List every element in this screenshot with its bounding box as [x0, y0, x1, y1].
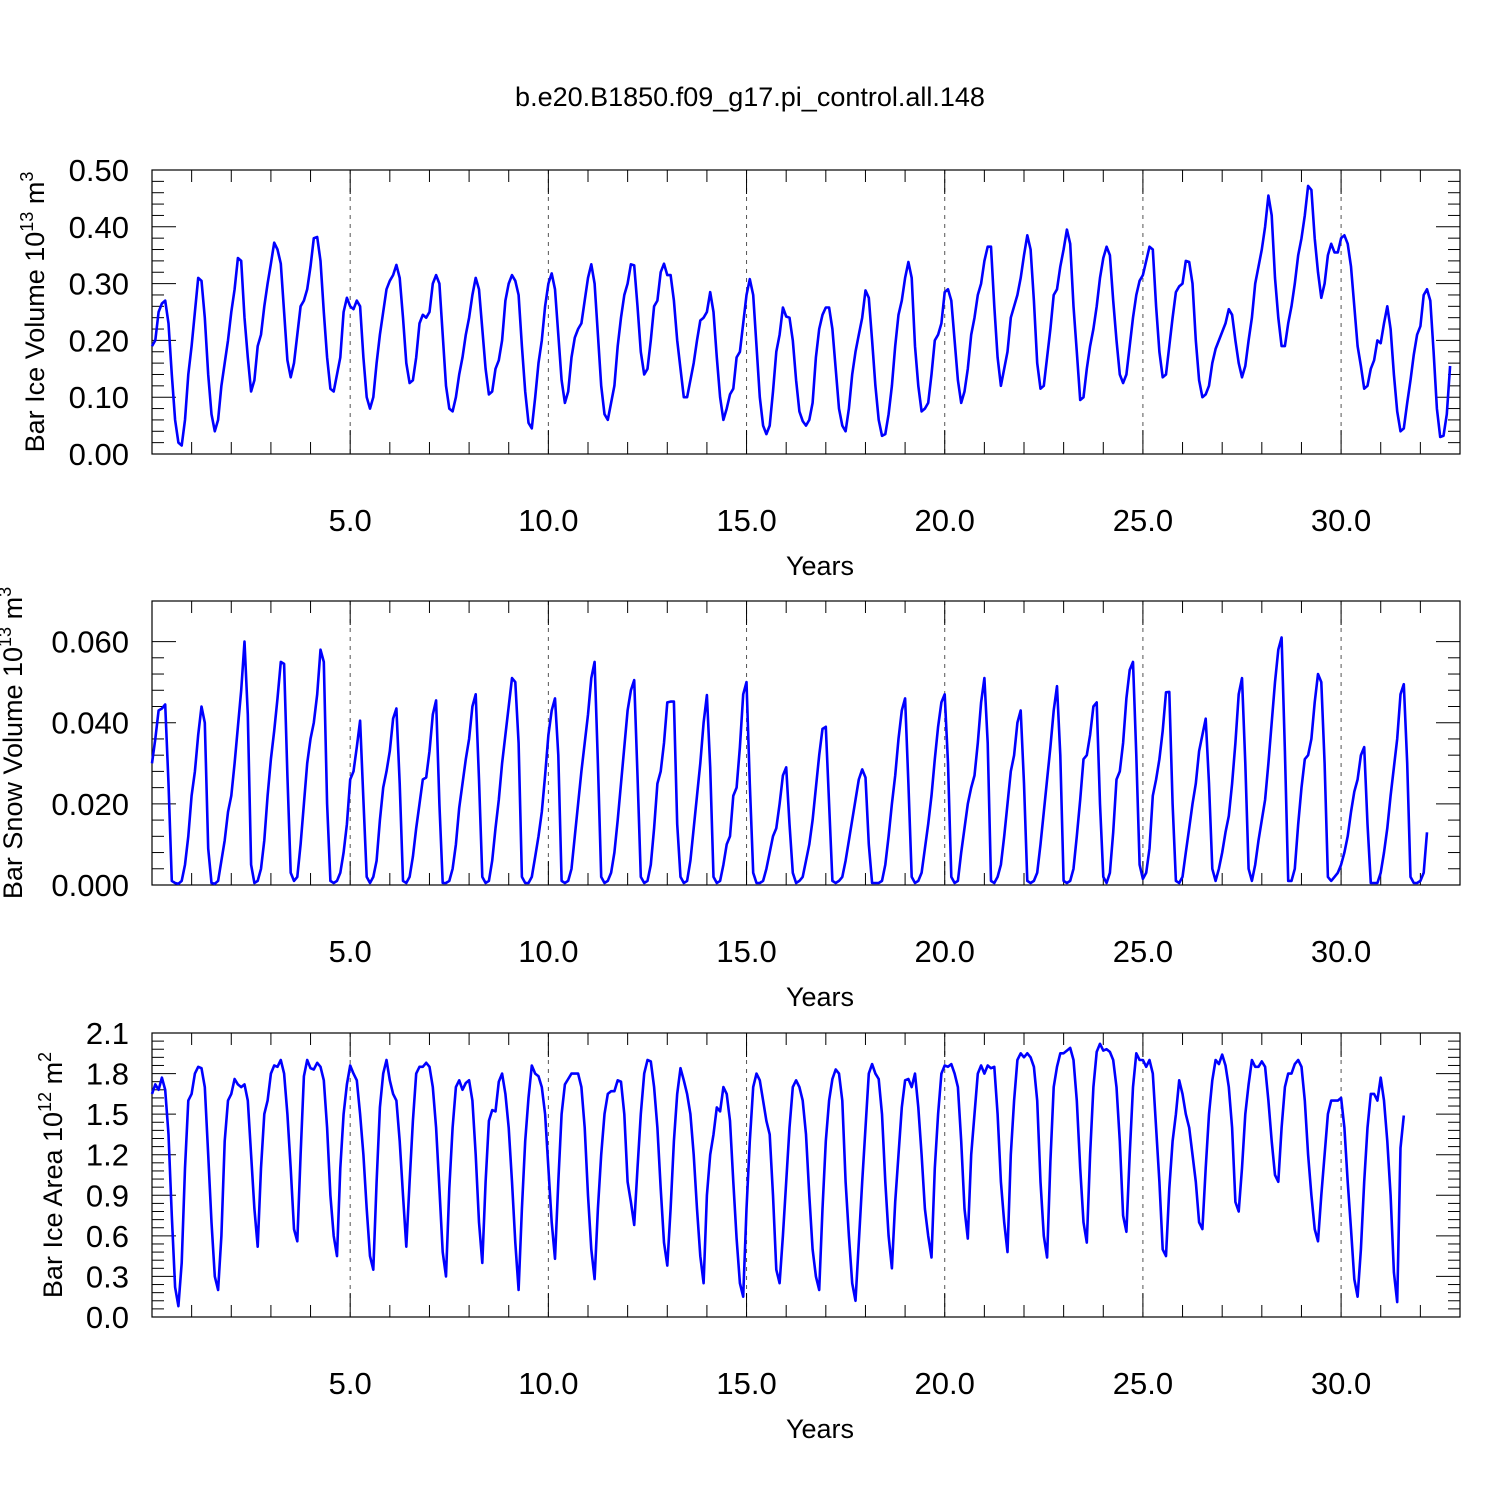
x-tick-label: 20.0 [915, 934, 975, 969]
y-tick-label: 2.1 [86, 1016, 129, 1051]
series-line [150, 636, 1429, 886]
x-axis-label: Years [786, 982, 854, 1012]
x-tick-label: 5.0 [329, 503, 372, 538]
x-tick-label: 15.0 [716, 503, 776, 538]
y-tick-label: 0.040 [51, 706, 129, 741]
x-tick-label: 10.0 [518, 503, 578, 538]
x-tick-label: 25.0 [1113, 503, 1173, 538]
series-line [150, 1042, 1406, 1308]
y-tick-label: 0.0 [86, 1300, 129, 1335]
chart-title: b.e20.B1850.f09_g17.pi_control.all.148 [515, 82, 985, 112]
y-tick-label: 0.50 [69, 153, 129, 188]
x-tick-label: 15.0 [716, 934, 776, 969]
series-line [150, 184, 1452, 447]
x-tick-label: 30.0 [1311, 503, 1371, 538]
x-tick-label: 5.0 [329, 1366, 372, 1401]
y-tick-label: 1.2 [86, 1138, 129, 1173]
y-tick-label: 0.6 [86, 1219, 129, 1254]
x-tick-label: 10.0 [518, 934, 578, 969]
y-axis-label: Bar Snow Volume 1013 m3 [0, 587, 28, 899]
y-tick-label: 0.30 [69, 267, 129, 302]
y-axis-label: Bar Ice Area 1012 m2 [35, 1052, 68, 1298]
y-tick-label: 0.00 [69, 437, 129, 472]
y-tick-label: 0.10 [69, 380, 129, 415]
panel-3: 0.0 0.3 0.6 0.9 1.2 1.5 1.8 2.1 5.0 10.0 15.0 20.0 2… [35, 1016, 1461, 1444]
panel-2: 0.000 0.020 0.040 0.060 5.0 10.0 15.0 20.0 25.0 3… [0, 587, 1461, 1012]
plot-frame [151, 169, 1461, 455]
x-tick-label: 10.0 [518, 1366, 578, 1401]
x-tick-label: 15.0 [716, 1366, 776, 1401]
y-tick-label: 0.000 [51, 868, 129, 903]
plot-frame [151, 1032, 1461, 1318]
x-axis-label: Years [786, 1414, 854, 1444]
x-tick-label: 5.0 [329, 934, 372, 969]
panel-1: 0.00 0.10 0.20 0.30 0.40 0.50 5.0 10.0 15.0 20.0 2… [17, 153, 1461, 581]
y-tick-label: 1.5 [86, 1097, 129, 1132]
x-tick-label: 20.0 [915, 1366, 975, 1401]
y-tick-label: 0.020 [51, 787, 129, 822]
x-tick-label: 25.0 [1113, 934, 1173, 969]
x-tick-label: 25.0 [1113, 1366, 1173, 1401]
x-tick-label: 30.0 [1311, 1366, 1371, 1401]
y-tick-label: 0.9 [86, 1178, 129, 1213]
y-tick-label: 0.20 [69, 323, 129, 358]
y-tick-label: 0.3 [86, 1259, 129, 1294]
x-axis-label: Years [786, 551, 854, 581]
y-tick-label: 0.40 [69, 210, 129, 245]
y-axis-label: Bar Ice Volume 1013 m3 [17, 172, 50, 453]
x-tick-label: 20.0 [915, 503, 975, 538]
y-tick-label: 1.8 [86, 1057, 129, 1092]
y-tick-label: 0.060 [51, 625, 129, 660]
x-tick-label: 30.0 [1311, 934, 1371, 969]
plot-frame [151, 600, 1461, 886]
